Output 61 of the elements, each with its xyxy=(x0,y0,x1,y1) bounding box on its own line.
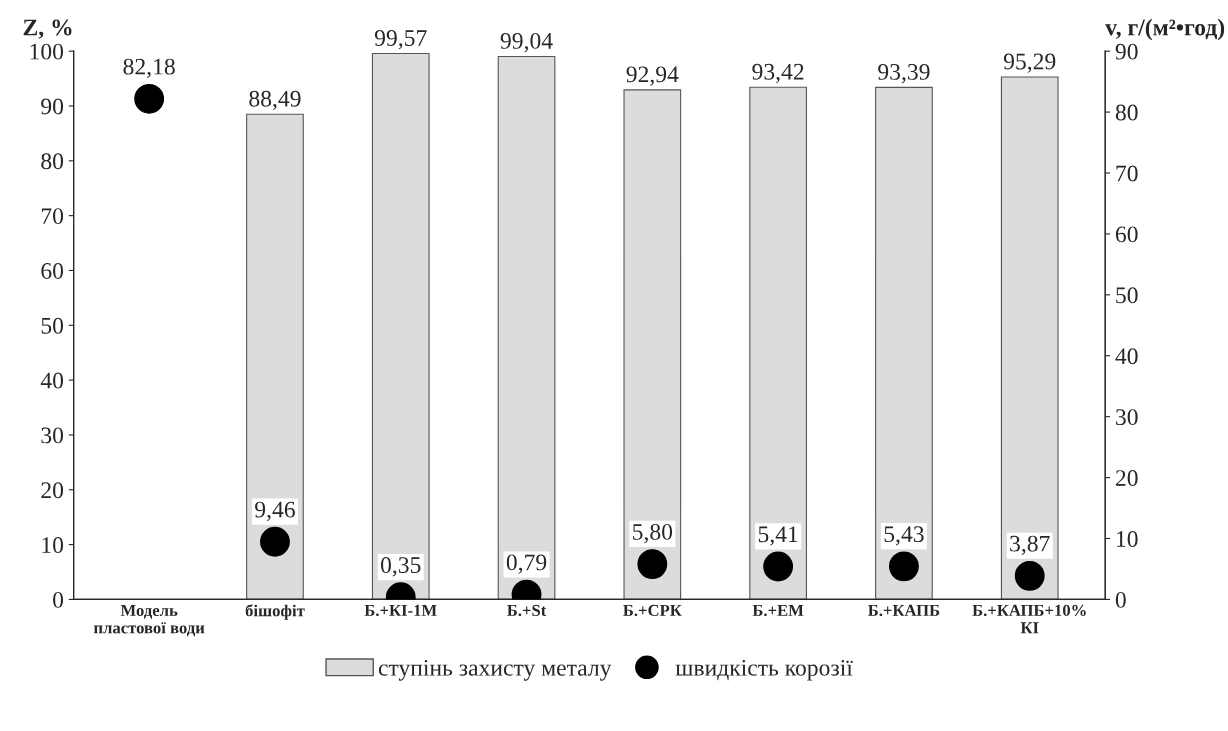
bar xyxy=(497,55,556,600)
x-tick-label: Б.+St xyxy=(507,604,547,617)
bar xyxy=(875,86,933,600)
data-label: 5,80 xyxy=(633,523,673,544)
y-tick-label: 20 xyxy=(41,482,64,499)
y-tick-label: 70 xyxy=(41,208,64,225)
y-tick-label: 40 xyxy=(40,372,64,389)
y2-tick-label: 30 xyxy=(1116,409,1138,426)
data-label: 92,94 xyxy=(626,66,679,86)
legend-label: ступінь захисту металу xyxy=(378,659,612,681)
x-tick-label: Модель пластової води xyxy=(93,604,205,637)
data-label: 88,49 xyxy=(249,90,301,111)
legend-label: швидкість корозії xyxy=(675,659,853,681)
y2-tick-label: 20 xyxy=(1115,470,1138,487)
bar xyxy=(749,86,807,600)
data-label: 9,46 xyxy=(255,501,295,521)
point xyxy=(134,83,165,114)
y2-tick-label: 90 xyxy=(1115,43,1138,60)
x-tick-label: Б.+КІ-1М xyxy=(364,604,437,617)
y2-tick-label: 50 xyxy=(1116,287,1138,304)
bar xyxy=(371,52,430,600)
bar xyxy=(1000,76,1059,600)
y2-tick-label: 0 xyxy=(1115,591,1126,608)
point xyxy=(889,551,919,582)
y-tick-label: 10 xyxy=(42,537,64,554)
data-label: 93,42 xyxy=(752,63,804,84)
y-tick-label: 60 xyxy=(41,262,64,279)
y-tick-label: 0 xyxy=(53,591,64,608)
data-label: 95,29 xyxy=(1003,53,1056,73)
data-label: 3,87 xyxy=(1010,535,1050,555)
x-tick-label: бішофіт xyxy=(245,604,305,620)
data-label: 5,41 xyxy=(758,526,798,546)
y2-axis-title: v, г/(м²•год) xyxy=(1105,18,1225,41)
x-tick-label: Б.+КАПБ xyxy=(868,604,940,617)
data-label: 0,35 xyxy=(380,557,421,577)
y2-tick-label: 80 xyxy=(1115,104,1138,121)
y-axis-title: Z, % xyxy=(23,19,72,39)
bar xyxy=(246,113,304,600)
y-tick-label: 90 xyxy=(41,98,64,115)
x-tick-label: Б.+ЕМ xyxy=(752,604,804,617)
y-tick-label: 80 xyxy=(41,153,64,170)
data-label: 99,04 xyxy=(500,32,553,53)
data-label: 5,43 xyxy=(884,526,924,546)
y-tick-label: 100 xyxy=(30,43,64,60)
point xyxy=(637,549,668,580)
point xyxy=(260,526,290,557)
point xyxy=(763,551,794,582)
x-tick-label: Б.+СРК xyxy=(623,604,682,617)
y-tick-label: 50 xyxy=(41,317,64,334)
point xyxy=(1014,560,1045,591)
data-label: 0,79 xyxy=(506,554,547,574)
y2-tick-label: 10 xyxy=(1117,530,1138,547)
data-label: 93,39 xyxy=(878,63,930,84)
y2-tick-label: 60 xyxy=(1115,226,1138,243)
data-label: 82,18 xyxy=(123,58,175,78)
data-label: 99,57 xyxy=(374,30,427,50)
y2-tick-label: 40 xyxy=(1115,348,1138,365)
y2-tick-label: 70 xyxy=(1116,165,1138,182)
y-tick-label: 30 xyxy=(41,427,64,444)
bar xyxy=(623,89,682,600)
x-tick-label: Б.+КАПБ+10% КІ xyxy=(972,604,1086,634)
